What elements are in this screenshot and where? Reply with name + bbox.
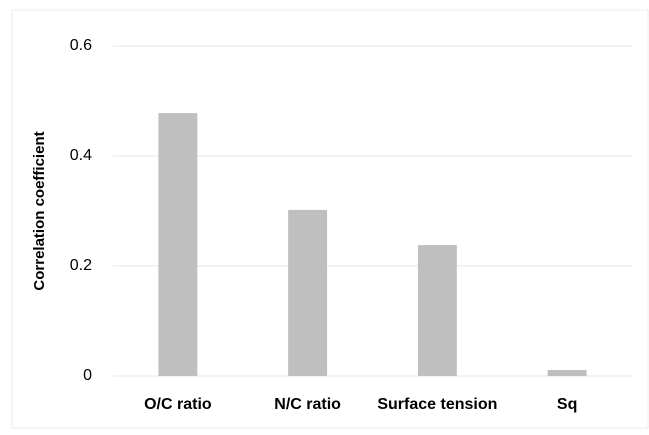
y-tick-label: 0.2 bbox=[70, 257, 92, 274]
x-tick-label: Surface tension bbox=[377, 396, 497, 413]
x-tick-label: N/C ratio bbox=[274, 396, 341, 413]
y-tick-label: 0.4 bbox=[70, 147, 92, 164]
bar bbox=[417, 245, 457, 376]
bar bbox=[158, 113, 198, 376]
bar bbox=[547, 369, 587, 376]
chart-border bbox=[11, 9, 649, 429]
bar bbox=[288, 209, 328, 376]
x-tick-label: Sq bbox=[557, 396, 577, 413]
x-tick-label: O/C ratio bbox=[144, 396, 212, 413]
y-tick-label: 0.6 bbox=[70, 37, 92, 54]
y-axis-label: Correlation coefficient bbox=[31, 131, 48, 290]
y-tick-label: 0 bbox=[83, 367, 92, 384]
